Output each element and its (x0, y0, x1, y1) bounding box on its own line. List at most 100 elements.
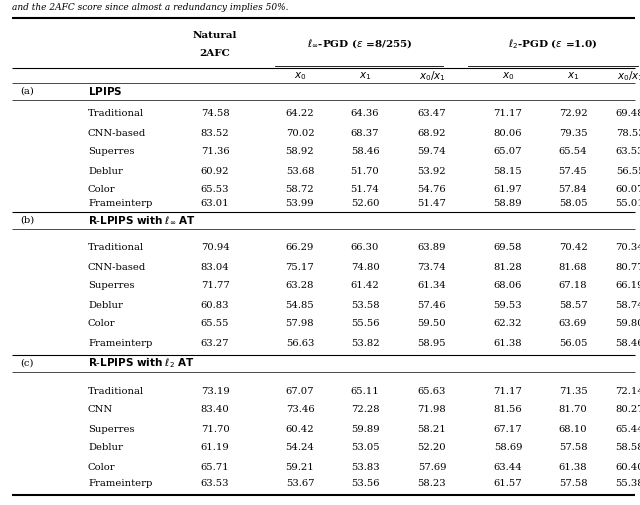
Text: 51.70: 51.70 (351, 167, 380, 176)
Text: 54.76: 54.76 (418, 185, 446, 194)
Text: 71.77: 71.77 (200, 281, 229, 290)
Text: 58.58: 58.58 (616, 443, 640, 452)
Text: 73.46: 73.46 (285, 406, 314, 415)
Text: 68.10: 68.10 (559, 425, 588, 433)
Text: 58.05: 58.05 (559, 198, 588, 208)
Text: 54.85: 54.85 (285, 300, 314, 310)
Text: 71.17: 71.17 (493, 110, 522, 119)
Text: 73.19: 73.19 (200, 386, 229, 395)
Text: 81.28: 81.28 (493, 263, 522, 272)
Text: 70.42: 70.42 (559, 243, 588, 252)
Text: 58.89: 58.89 (493, 198, 522, 208)
Text: 71.35: 71.35 (559, 386, 588, 395)
Text: 52.60: 52.60 (351, 198, 380, 208)
Text: $x_1$: $x_1$ (359, 70, 371, 82)
Text: 83.04: 83.04 (200, 263, 229, 272)
Text: 63.53: 63.53 (201, 479, 229, 487)
Text: 80.27: 80.27 (616, 406, 640, 415)
Text: 83.52: 83.52 (201, 128, 229, 137)
Text: 53.82: 53.82 (351, 338, 380, 347)
Text: 60.92: 60.92 (201, 167, 229, 176)
Text: (a): (a) (20, 86, 34, 95)
Text: 71.17: 71.17 (493, 386, 522, 395)
Text: 56.05: 56.05 (559, 338, 588, 347)
Text: 59.50: 59.50 (418, 320, 446, 328)
Text: 57.46: 57.46 (418, 300, 446, 310)
Text: 58.15: 58.15 (493, 167, 522, 176)
Text: 2AFC: 2AFC (200, 48, 230, 58)
Text: 71.98: 71.98 (418, 406, 446, 415)
Text: 63.44: 63.44 (493, 463, 522, 472)
Text: Color: Color (88, 463, 116, 472)
Text: 65.11: 65.11 (351, 386, 380, 395)
Text: 51.74: 51.74 (351, 185, 380, 194)
Text: 53.83: 53.83 (351, 463, 380, 472)
Text: $x_0/x_1$: $x_0/x_1$ (616, 69, 640, 83)
Text: 66.19: 66.19 (616, 281, 640, 290)
Text: Traditional: Traditional (88, 386, 144, 395)
Text: 58.46: 58.46 (616, 338, 640, 347)
Text: Deblur: Deblur (88, 300, 123, 310)
Text: Frameinterp: Frameinterp (88, 479, 152, 487)
Text: 80.77: 80.77 (616, 263, 640, 272)
Text: 63.47: 63.47 (418, 110, 446, 119)
Text: Natural: Natural (193, 30, 237, 39)
Text: 73.74: 73.74 (418, 263, 446, 272)
Text: 59.80: 59.80 (616, 320, 640, 328)
Text: 69.58: 69.58 (493, 243, 522, 252)
Text: 70.94: 70.94 (200, 243, 229, 252)
Text: 70.02: 70.02 (285, 128, 314, 137)
Text: 58.72: 58.72 (285, 185, 314, 194)
Text: 63.53: 63.53 (616, 147, 640, 157)
Text: 57.98: 57.98 (285, 320, 314, 328)
Text: 53.58: 53.58 (351, 300, 380, 310)
Text: 70.34: 70.34 (616, 243, 640, 252)
Text: 72.28: 72.28 (351, 406, 380, 415)
Text: 65.63: 65.63 (418, 386, 446, 395)
Text: 65.71: 65.71 (201, 463, 229, 472)
Text: 68.37: 68.37 (351, 128, 380, 137)
Text: 59.89: 59.89 (351, 425, 380, 433)
Text: CNN-based: CNN-based (88, 128, 147, 137)
Text: 56.63: 56.63 (286, 338, 314, 347)
Text: 58.46: 58.46 (351, 147, 380, 157)
Text: 57.84: 57.84 (559, 185, 588, 194)
Text: 67.17: 67.17 (493, 425, 522, 433)
Text: 68.06: 68.06 (494, 281, 522, 290)
Text: $\mathbf{LPIPS}$: $\mathbf{LPIPS}$ (88, 85, 122, 97)
Text: 57.58: 57.58 (559, 479, 588, 487)
Text: 57.69: 57.69 (418, 463, 446, 472)
Text: 72.92: 72.92 (559, 110, 588, 119)
Text: 61.38: 61.38 (493, 338, 522, 347)
Text: Frameinterp: Frameinterp (88, 198, 152, 208)
Text: 65.07: 65.07 (493, 147, 522, 157)
Text: 61.97: 61.97 (493, 185, 522, 194)
Text: 58.23: 58.23 (418, 479, 446, 487)
Text: $x_0$: $x_0$ (502, 70, 515, 82)
Text: 58.21: 58.21 (418, 425, 446, 433)
Text: 57.45: 57.45 (559, 167, 588, 176)
Text: 65.44: 65.44 (616, 425, 640, 433)
Text: 79.35: 79.35 (559, 128, 588, 137)
Text: 53.99: 53.99 (285, 198, 314, 208)
Text: 55.01: 55.01 (616, 198, 640, 208)
Text: 71.70: 71.70 (200, 425, 229, 433)
Text: 58.92: 58.92 (285, 147, 314, 157)
Text: Superres: Superres (88, 425, 134, 433)
Text: 81.70: 81.70 (559, 406, 588, 415)
Text: 63.69: 63.69 (559, 320, 587, 328)
Text: (c): (c) (20, 359, 34, 368)
Text: 55.38: 55.38 (616, 479, 640, 487)
Text: 59.74: 59.74 (418, 147, 446, 157)
Text: 55.56: 55.56 (351, 320, 380, 328)
Text: 65.53: 65.53 (201, 185, 229, 194)
Text: 59.21: 59.21 (285, 463, 314, 472)
Text: Deblur: Deblur (88, 443, 123, 452)
Text: 61.34: 61.34 (418, 281, 446, 290)
Text: 59.53: 59.53 (493, 300, 522, 310)
Text: $\mathbf{R\text{-}LPIPS}$ $\mathbf{with}$ $\ell_2$ $\mathbf{AT}$: $\mathbf{R\text{-}LPIPS}$ $\mathbf{with}… (88, 356, 195, 370)
Text: 74.58: 74.58 (200, 110, 229, 119)
Text: 68.92: 68.92 (418, 128, 446, 137)
Text: 62.32: 62.32 (493, 320, 522, 328)
Text: 72.14: 72.14 (616, 386, 640, 395)
